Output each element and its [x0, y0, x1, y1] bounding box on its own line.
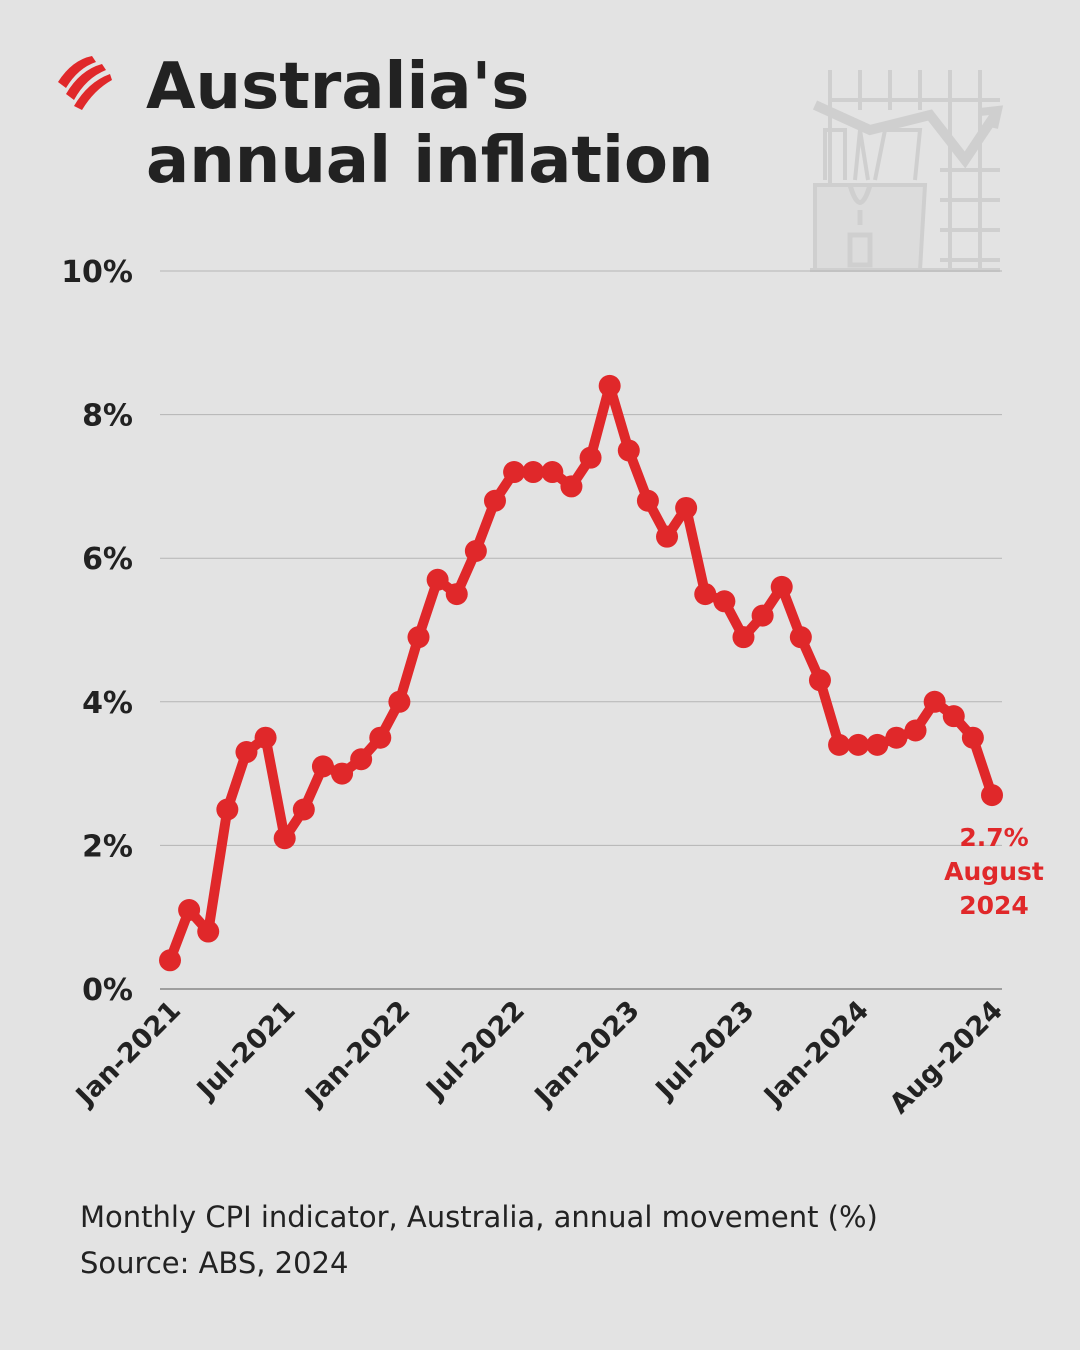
data-point	[292, 798, 315, 821]
data-point	[636, 489, 659, 512]
y-tick-label: 0%	[82, 973, 133, 1008]
data-point	[828, 733, 851, 756]
data-point	[713, 590, 736, 613]
data-point	[770, 575, 793, 598]
data-point	[885, 726, 908, 749]
data-point	[598, 374, 621, 397]
y-tick-label: 8%	[82, 399, 133, 434]
data-point	[178, 899, 201, 922]
data-point	[694, 583, 717, 606]
x-tick-label: Jan-2024	[757, 995, 875, 1113]
data-point	[904, 719, 927, 742]
data-point	[617, 439, 640, 462]
data-point	[216, 798, 239, 821]
data-point	[579, 446, 602, 469]
data-point	[675, 496, 698, 519]
y-tick-label: 4%	[82, 686, 133, 721]
x-tick-label: Jul-2022	[419, 995, 531, 1107]
data-point	[847, 733, 870, 756]
x-tick-label: Jan-2022	[298, 995, 416, 1113]
shopping-bag-rising-chart-icon	[810, 70, 1004, 272]
data-point	[503, 461, 526, 484]
data-point	[273, 827, 296, 850]
data-point	[311, 755, 334, 778]
series-line	[165, 380, 997, 963]
data-point	[541, 461, 564, 484]
annotation-label: 2.7%	[959, 823, 1028, 852]
data-point	[235, 741, 258, 764]
data-point	[923, 690, 946, 713]
annotation-label: 2024	[959, 891, 1029, 920]
data-point	[464, 540, 487, 563]
y-tick-label: 10%	[61, 255, 133, 290]
y-tick-label: 6%	[82, 542, 133, 577]
x-tick-label: Jul-2021	[190, 995, 302, 1107]
data-point	[751, 604, 774, 627]
data-point	[656, 525, 679, 548]
data-point	[426, 568, 449, 591]
data-point	[159, 949, 181, 972]
chart-source: Source: ABS, 2024	[80, 1246, 349, 1280]
data-point	[866, 733, 889, 756]
y-tick-label: 2%	[82, 829, 133, 864]
data-point	[388, 690, 411, 713]
data-point	[445, 583, 468, 606]
x-tick-label: Aug-2024	[884, 995, 1009, 1120]
x-tick-label: Jan-2023	[528, 995, 646, 1113]
data-point	[350, 748, 373, 771]
data-point	[522, 461, 545, 484]
data-point	[407, 626, 430, 649]
data-point	[981, 784, 1003, 807]
data-point	[961, 726, 984, 749]
annotation-label: August	[944, 857, 1044, 886]
data-point	[483, 489, 506, 512]
data-point	[808, 669, 831, 692]
data-point	[560, 475, 583, 498]
data-point	[197, 920, 220, 943]
data-point	[369, 726, 392, 749]
chart-title: Australia's annual inflation	[146, 50, 714, 198]
data-point	[331, 762, 354, 785]
data-point	[254, 726, 277, 749]
x-tick-label: Jul-2023	[649, 995, 761, 1107]
x-tick-label: Jan-2021	[69, 995, 187, 1113]
data-point	[789, 626, 812, 649]
chart-description: Monthly CPI indicator, Australia, annual…	[80, 1200, 878, 1234]
data-point	[732, 626, 755, 649]
data-point	[942, 705, 965, 728]
sbs-logo	[58, 56, 112, 110]
